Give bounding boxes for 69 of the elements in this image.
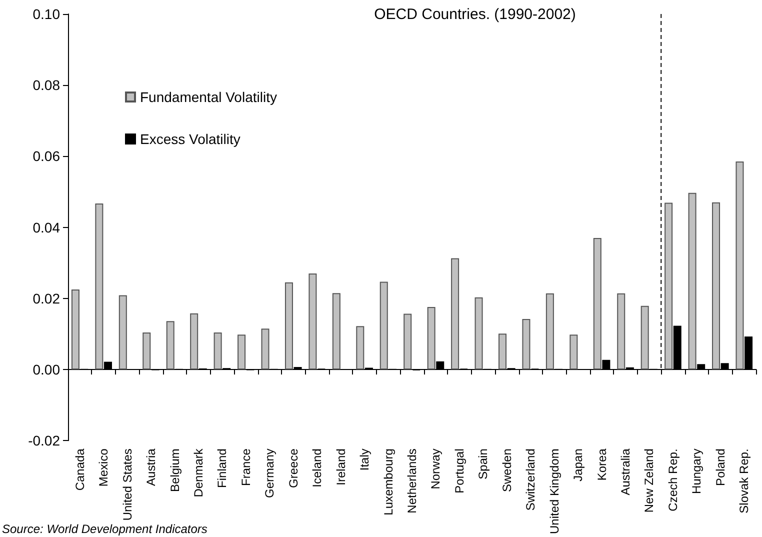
bar <box>356 326 364 370</box>
bar <box>118 295 127 370</box>
bar <box>261 328 270 370</box>
bar <box>95 203 104 370</box>
bar <box>712 202 720 370</box>
x-tick-label: United States <box>120 448 134 521</box>
x-tick-label: Ireland <box>334 448 348 486</box>
x-tick-label: Italy <box>358 448 372 471</box>
x-tick-label: Australia <box>618 448 633 496</box>
x-tick-label: Slovak Rep. <box>737 448 752 514</box>
bar <box>546 293 554 370</box>
bar <box>284 282 293 370</box>
x-tick-label: Switzerland <box>524 448 538 511</box>
bar <box>214 332 222 370</box>
legend-label: Fundamental Volatility <box>140 89 277 105</box>
x-tick-label: Poland <box>713 448 728 486</box>
chart-title: OECD Countries. (1990-2002) <box>374 6 576 23</box>
x-tick-label: Sweden <box>500 448 514 492</box>
x-tick-label: Austria <box>144 448 158 486</box>
x-tick-label: Canada <box>72 448 87 491</box>
bar <box>238 334 246 370</box>
y-tick-label: 0.08 <box>32 77 60 94</box>
y-tick-label: 0.04 <box>32 219 60 236</box>
bar <box>332 293 340 370</box>
x-tick-label: Norway <box>428 448 443 490</box>
bar <box>474 297 483 370</box>
y-tick-label: 0.00 <box>32 362 60 378</box>
bar <box>190 313 198 370</box>
x-tick-label: Belgium <box>168 448 182 492</box>
bar <box>451 258 460 370</box>
y-tick-label: 0.02 <box>32 290 60 306</box>
x-tick-label: Netherlands <box>405 448 419 514</box>
bar <box>166 321 174 370</box>
x-tick-label: Korea <box>594 448 609 481</box>
bar <box>688 192 696 370</box>
bar <box>664 202 673 370</box>
bar <box>570 334 578 370</box>
x-tick-label: United Kingdom <box>547 448 562 534</box>
bar <box>308 274 317 370</box>
y-tick-label: 0.06 <box>32 148 60 164</box>
x-tick-label: Iceland <box>310 448 324 488</box>
bar <box>640 306 649 370</box>
x-tick-label: Germany <box>262 448 277 498</box>
bar <box>498 334 506 370</box>
x-tick-label: Finland <box>215 448 230 488</box>
bar <box>617 293 626 370</box>
x-tick-label: Greece <box>286 448 300 488</box>
bar <box>522 319 530 370</box>
x-tick-label: Hungary <box>690 448 704 494</box>
x-tick-label: Luxembourg <box>381 448 396 516</box>
y-tick-label: -0.02 <box>28 432 60 449</box>
x-tick-label: Japan <box>571 448 586 482</box>
bar <box>142 332 151 370</box>
x-tick-label: Czech Rep. <box>666 448 680 512</box>
y-tick-label: 0.10 <box>32 6 60 22</box>
legend-label: Excess Volatility <box>140 131 240 147</box>
x-tick-label: New Zeland <box>642 448 656 513</box>
x-tick-label: Portugal <box>452 448 466 494</box>
bar <box>593 238 602 370</box>
x-tick-label: France <box>238 448 253 486</box>
bar <box>404 314 412 370</box>
x-tick-label: Mexico <box>96 448 111 487</box>
bar <box>427 306 436 370</box>
bar <box>380 282 388 370</box>
source-note: Source: World Development Indicators <box>2 522 208 536</box>
bar <box>71 290 80 370</box>
bar <box>736 162 744 370</box>
x-tick-label: Spain <box>476 448 490 480</box>
x-tick-label: Denmark <box>191 448 206 498</box>
